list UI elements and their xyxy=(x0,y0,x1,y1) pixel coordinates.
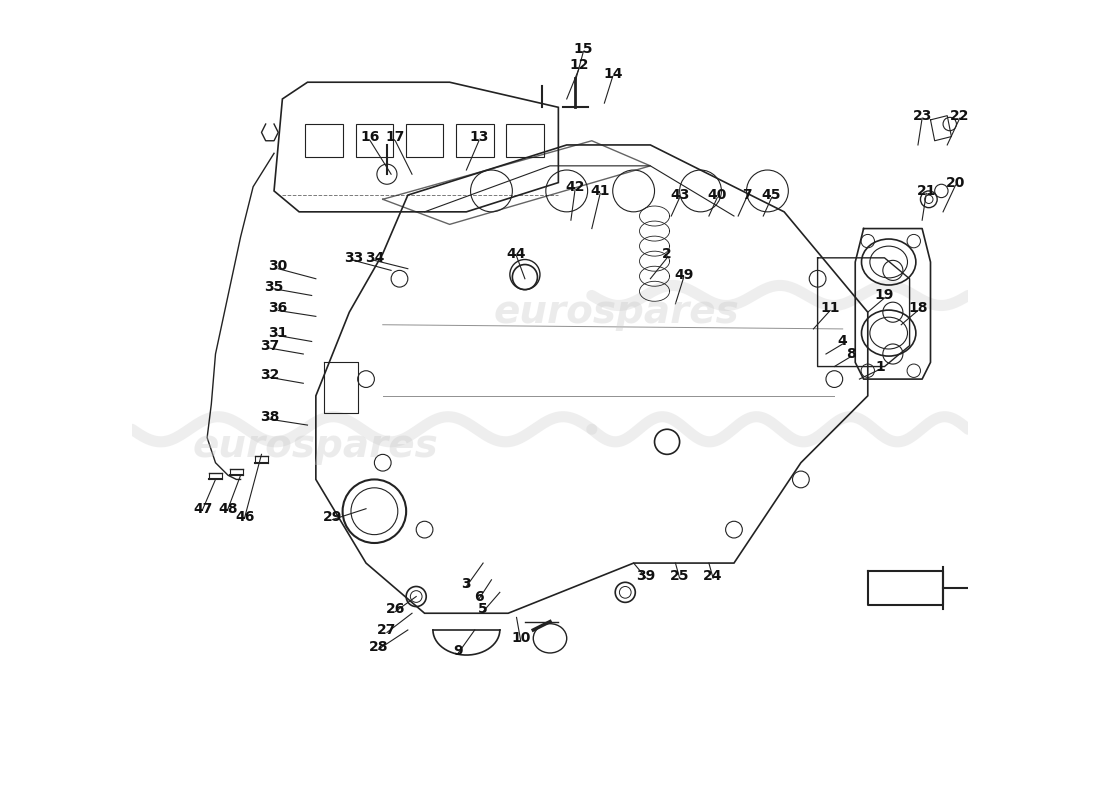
Text: 38: 38 xyxy=(261,410,279,424)
Text: 5: 5 xyxy=(478,602,488,616)
Text: 12: 12 xyxy=(570,58,589,73)
Text: 11: 11 xyxy=(821,301,840,315)
Text: 40: 40 xyxy=(707,188,727,202)
Text: 37: 37 xyxy=(261,338,279,353)
Text: 33: 33 xyxy=(344,251,363,265)
Text: 35: 35 xyxy=(264,280,284,294)
Text: 41: 41 xyxy=(591,184,609,198)
Text: 6: 6 xyxy=(474,590,484,603)
Text: 17: 17 xyxy=(386,130,405,143)
Text: eurospares: eurospares xyxy=(494,293,740,331)
Text: 22: 22 xyxy=(950,109,969,122)
Text: 10: 10 xyxy=(512,631,530,646)
Text: 28: 28 xyxy=(368,640,388,654)
Text: 3: 3 xyxy=(462,577,471,591)
Text: 18: 18 xyxy=(909,301,927,315)
Text: 26: 26 xyxy=(386,602,405,616)
Text: 8: 8 xyxy=(846,347,856,361)
Text: 39: 39 xyxy=(637,569,656,582)
Text: 24: 24 xyxy=(703,569,723,582)
Text: 48: 48 xyxy=(218,502,238,516)
Text: 7: 7 xyxy=(741,188,751,202)
Text: 27: 27 xyxy=(377,623,397,637)
Text: 46: 46 xyxy=(235,510,254,524)
Text: 44: 44 xyxy=(507,246,526,261)
Text: 4: 4 xyxy=(838,334,848,349)
Text: 2: 2 xyxy=(662,246,672,261)
Text: 13: 13 xyxy=(470,130,488,143)
Text: 20: 20 xyxy=(946,175,966,190)
Text: eurospares: eurospares xyxy=(192,427,439,465)
Text: 9: 9 xyxy=(453,644,463,658)
Text: 14: 14 xyxy=(603,67,623,81)
Text: 47: 47 xyxy=(194,502,212,516)
Text: 30: 30 xyxy=(268,259,288,273)
Text: 23: 23 xyxy=(912,109,932,122)
Text: 21: 21 xyxy=(916,184,936,198)
Text: 45: 45 xyxy=(762,188,781,202)
Text: 16: 16 xyxy=(361,130,379,143)
Text: 34: 34 xyxy=(365,251,384,265)
Text: 31: 31 xyxy=(268,326,288,340)
Text: 15: 15 xyxy=(574,42,593,56)
Text: 32: 32 xyxy=(261,368,279,382)
Text: 36: 36 xyxy=(268,301,288,315)
Text: 42: 42 xyxy=(565,180,585,194)
Text: 49: 49 xyxy=(674,267,693,282)
Text: 25: 25 xyxy=(670,569,690,582)
Text: 1: 1 xyxy=(876,359,886,374)
Text: 29: 29 xyxy=(323,510,342,524)
Text: 19: 19 xyxy=(874,289,894,302)
Text: 43: 43 xyxy=(670,188,690,202)
